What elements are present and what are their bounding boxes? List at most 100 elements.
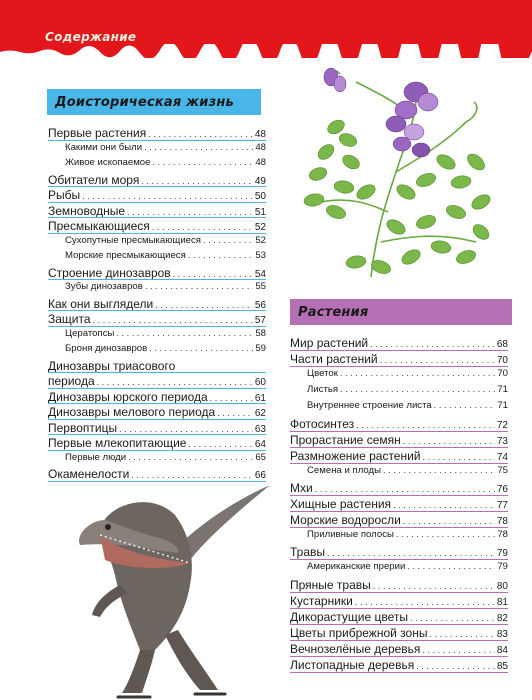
toc-entry[interactable]: Живое ископаемое 48 [65, 157, 266, 168]
dot-leader [188, 439, 252, 449]
toc-entry[interactable]: Броня динозавров 59 [65, 343, 266, 354]
toc-entry-page: 78 [497, 529, 508, 541]
dot-leader [373, 581, 495, 591]
toc-entry[interactable]: Части растений 70 [290, 352, 508, 366]
toc-entry-label: Листопадные деревья [290, 658, 415, 672]
dot-leader [380, 355, 495, 365]
toc-entry-page: 81 [496, 596, 508, 608]
toc-entry-page: 65 [255, 451, 266, 463]
dot-leader [97, 377, 253, 387]
toc-entry-label: Семена и плоды [307, 464, 382, 476]
entry-underline [48, 186, 266, 187]
toc-entry-label: Защита [48, 312, 91, 326]
toc-entry[interactable]: Динозавры юрского периода 61 [48, 390, 266, 404]
entry-underline [290, 495, 508, 496]
toc-entry[interactable]: Цветок 70 [307, 368, 508, 379]
toc-entry[interactable]: Американские прерии 79 [307, 561, 508, 572]
toc-entry[interactable]: Первые люди 65 [65, 452, 266, 463]
entry-underline [48, 279, 266, 280]
entry-underline [48, 480, 266, 482]
toc-entry[interactable]: Кустарники 81 [290, 594, 508, 608]
toc-entry-label: Внутреннее строение листа [307, 400, 432, 412]
toc-entry-label: Морские водоросли [290, 513, 401, 528]
toc-entry[interactable]: Листья 71 [307, 384, 508, 395]
toc-entry-label: Какими они были [65, 141, 143, 153]
toc-entry-label: Как они выглядели [48, 296, 154, 311]
toc-entry[interactable]: Морские пресмыкающиеся 53 [65, 250, 266, 261]
entry-underline [290, 366, 508, 368]
dot-leader [148, 129, 253, 139]
toc-entry[interactable]: Сухопутные пресмыкающиеся 52 [65, 235, 266, 246]
toc-entry-page: 83 [496, 628, 508, 640]
toc-entry[interactable]: Внутреннее строение листа 71 [307, 400, 508, 411]
toc-entry-page: 58 [255, 327, 266, 339]
toc-entry[interactable]: Цветы прибрежной зоны 83 [290, 626, 508, 640]
toc-entry-page: 70 [496, 355, 508, 367]
toc-entry[interactable]: Какими они были 48 [65, 142, 266, 153]
toc-entry[interactable]: Рыбы 50 [48, 188, 266, 202]
dot-leader [217, 408, 253, 418]
toc-entry[interactable]: Первые растения 48 [48, 126, 266, 140]
toc-entry-page: 70 [497, 368, 508, 380]
dot-leader [423, 452, 495, 462]
toc-entry[interactable]: Мир растений 68 [290, 336, 508, 350]
toc-entry[interactable]: Морские водоросли 78 [290, 513, 508, 527]
toc-entry-label: Размножение растений [290, 448, 421, 463]
entry-underline [48, 418, 266, 420]
dot-leader [429, 629, 494, 639]
toc-entry-page: 48 [255, 141, 266, 153]
toc-entry[interactable]: Листопадные деревья 85 [290, 658, 508, 672]
toc-entry[interactable]: Семена и плоды 75 [307, 465, 508, 476]
toc-entry-page: 66 [254, 470, 266, 481]
entry-underline [290, 639, 508, 641]
toc-entry[interactable]: Защита 57 [48, 312, 266, 326]
toc-entry[interactable]: Фотосинтез 72 [290, 417, 508, 431]
dot-leader [416, 661, 495, 671]
toc-entry-label: Динозавры триасового [48, 358, 176, 373]
dot-leader [403, 436, 495, 446]
toc-entry[interactable]: Как они выглядели 56 [48, 297, 266, 311]
toc-entry[interactable]: периода 60 [48, 374, 266, 388]
toc-entry[interactable]: Прорастание семян 73 [290, 433, 508, 447]
toc-entry[interactable]: Вечнозелёные деревья 84 [290, 642, 508, 656]
toc-entry-page: 77 [496, 500, 508, 511]
toc-entry-page: 68 [496, 339, 508, 350]
dot-leader [327, 548, 495, 558]
toc-entry-page: 74 [496, 451, 508, 463]
entry-underline [290, 446, 508, 448]
toc-entry[interactable]: Динозавры триасового [48, 359, 266, 373]
dot-leader [145, 281, 253, 291]
toc-entry-page: 50 [254, 191, 266, 202]
toc-entry[interactable]: Хищные растения 77 [290, 497, 508, 511]
toc-entry-page: 73 [496, 435, 508, 447]
entry-underline [290, 591, 508, 593]
toc-entry[interactable]: Строение динозавров 54 [48, 266, 266, 280]
toc-entry[interactable]: Цератопсы 58 [65, 328, 266, 339]
toc-entry[interactable]: Дикорастущие цветы 82 [290, 610, 508, 624]
toc-entry[interactable]: Обитатели моря 49 [48, 173, 266, 187]
flower-cluster [323, 67, 439, 158]
dot-leader [141, 176, 253, 186]
toc-entry[interactable]: Мхи 76 [290, 481, 508, 495]
toc-entry[interactable]: Пресмыкающиеся 52 [48, 219, 266, 233]
dot-leader [383, 465, 495, 475]
toc-entry[interactable]: Зубы динозавров 55 [65, 281, 266, 292]
toc-entry[interactable]: Травы 79 [290, 545, 508, 559]
toc-entry[interactable]: Земноводные 51 [48, 204, 266, 218]
dot-leader [119, 424, 253, 434]
toc-entry[interactable]: Пряные травы 80 [290, 578, 508, 592]
toc-entry[interactable]: Первые млекопитающие 64 [48, 436, 266, 450]
toc-entry-label: периода [48, 374, 95, 388]
toc-entry[interactable]: Размножение растений 74 [290, 449, 508, 463]
toc-entry[interactable]: Динозавры мелового периода 62 [48, 405, 266, 419]
toc-entry[interactable]: Приливные полосы 78 [307, 529, 508, 540]
toc-entry[interactable]: Первоптицы 63 [48, 421, 266, 435]
toc-entry[interactable]: Окаменелости 66 [48, 467, 266, 481]
toc-entry-label: Мхи [290, 480, 313, 495]
section-heading-prehistoric: Доисторическая жизнь [47, 89, 261, 115]
toc-entry-page: 61 [254, 392, 266, 404]
dot-leader [393, 500, 495, 510]
toc-entry-page: 59 [255, 343, 266, 354]
toc-entry-label: Дикорастущие цветы [290, 609, 408, 624]
dot-leader [434, 400, 496, 410]
